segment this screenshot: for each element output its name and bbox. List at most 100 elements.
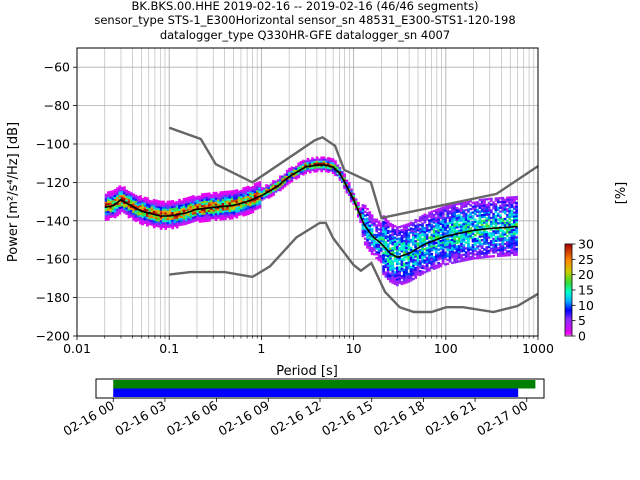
ppsd-cell xyxy=(180,204,184,207)
ppsd-cell xyxy=(141,219,145,222)
ppsd-cell xyxy=(129,213,133,216)
ppsd-cell xyxy=(162,216,165,219)
ppsd-cell xyxy=(418,252,422,256)
ppsd-cell xyxy=(423,228,427,232)
ppsd-cell xyxy=(499,250,502,254)
ppsd-cell xyxy=(400,238,404,241)
ppsd-cell xyxy=(398,262,401,265)
ppsd-cell xyxy=(457,246,461,250)
ppsd-cell xyxy=(503,254,507,257)
ppsd-cell xyxy=(217,203,220,206)
ppsd-cell xyxy=(434,234,438,237)
ppsd-cell xyxy=(483,236,486,240)
ppsd-cell xyxy=(224,217,227,221)
ppsd-cell xyxy=(476,210,479,214)
ppsd-cell xyxy=(457,225,461,229)
ppsd-cell xyxy=(446,206,450,210)
ppsd-cell xyxy=(148,213,152,216)
ppsd-cell xyxy=(412,268,415,271)
ppsd-cell xyxy=(434,224,438,227)
ppsd-cell xyxy=(494,224,498,227)
ppsd-cell xyxy=(363,214,367,217)
ppsd-cell xyxy=(398,229,401,233)
ppsd-cell xyxy=(198,210,202,214)
ppsd-cell xyxy=(168,200,172,203)
ppsd-cell xyxy=(478,220,482,223)
ppsd-cell xyxy=(129,211,133,214)
ppsd-cell xyxy=(357,203,360,207)
ppsd-cell xyxy=(393,244,397,247)
ppsd-cell xyxy=(205,210,209,213)
ppsd-cell xyxy=(398,277,401,281)
ppsd-cell xyxy=(217,206,220,210)
ppsd-cell xyxy=(373,253,376,256)
ppsd-cell xyxy=(508,198,512,201)
ppsd-cell xyxy=(116,187,119,190)
timeline-tick-label: 02-16 00 xyxy=(61,398,117,439)
ppsd-cell xyxy=(483,213,486,217)
ppsd-cell xyxy=(407,245,411,249)
ppsd-cell xyxy=(405,279,408,282)
ppsd-cell xyxy=(322,156,326,159)
ppsd-cell xyxy=(384,271,388,274)
ppsd-cell xyxy=(185,207,188,210)
ppsd-cell xyxy=(191,206,195,210)
ppsd-cell xyxy=(396,258,399,262)
ppsd-cell xyxy=(134,198,138,201)
ppsd-cell xyxy=(207,211,211,215)
ppsd-cell xyxy=(175,218,179,221)
ppsd-cell xyxy=(384,263,388,267)
ppsd-cell xyxy=(490,216,493,220)
ppsd-cell xyxy=(506,246,509,249)
ppsd-cell xyxy=(354,200,358,203)
ppsd-cell xyxy=(430,220,434,223)
ppsd-cell xyxy=(251,187,255,191)
ppsd-cell xyxy=(178,204,181,207)
ppsd-cell xyxy=(318,162,321,165)
ppsd-cell xyxy=(139,197,142,200)
ppsd-cell xyxy=(230,211,234,214)
ppsd-cell xyxy=(244,190,248,193)
ppsd-cell xyxy=(512,196,516,199)
ppsd-cell xyxy=(412,264,415,267)
ppsd-cell xyxy=(499,248,502,252)
ppsd-cell xyxy=(437,256,440,259)
ppsd-cell xyxy=(118,185,122,188)
ppsd-cell xyxy=(441,225,445,229)
ppsd-cell xyxy=(244,186,248,189)
ppsd-cell xyxy=(182,213,186,216)
ppsd-cell xyxy=(496,206,500,210)
ppsd-cell xyxy=(487,201,491,205)
ppsd-cell xyxy=(423,271,427,274)
ppsd-cell xyxy=(444,240,447,243)
ppsd-cell xyxy=(451,211,454,215)
ppsd-cell xyxy=(512,242,516,245)
ppsd-cell xyxy=(315,156,319,159)
ppsd-cell xyxy=(510,234,514,237)
ppsd-cell xyxy=(205,213,209,217)
ppsd-cell xyxy=(439,222,443,226)
ppsd-cell xyxy=(127,204,131,207)
ppsd-cell xyxy=(423,234,427,237)
ppsd-cell xyxy=(233,201,236,204)
ppsd-cell xyxy=(412,262,415,265)
ppsd-cell xyxy=(490,243,493,247)
ppsd-cell xyxy=(409,254,413,257)
ppsd-cell xyxy=(187,206,191,209)
ppsd-cell xyxy=(455,256,459,260)
ppsd-cell xyxy=(398,281,401,284)
ppsd-cell xyxy=(396,247,399,250)
ppsd-cell xyxy=(407,278,411,281)
ppsd-cell xyxy=(123,188,126,191)
ppsd-cell xyxy=(437,217,440,221)
ppsd-cell xyxy=(107,198,110,202)
ppsd-cell xyxy=(201,214,204,217)
ppsd-cell xyxy=(492,243,496,246)
ppsd-cell xyxy=(469,255,473,259)
ppsd-cell xyxy=(405,271,408,274)
ppsd-cell xyxy=(412,224,415,227)
ppsd-cell xyxy=(425,264,429,267)
ppsd-cell xyxy=(295,165,298,169)
ppsd-cell xyxy=(244,213,248,216)
ppsd-cell xyxy=(416,265,420,268)
